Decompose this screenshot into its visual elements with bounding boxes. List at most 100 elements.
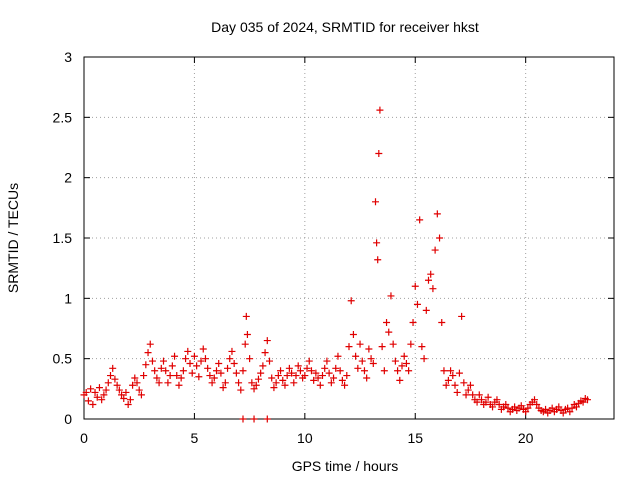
data-point [305,357,313,365]
data-point [235,379,243,387]
data-point [336,367,344,375]
data-point [177,374,185,382]
data-point [104,379,112,387]
data-point [115,386,123,394]
data-point [316,381,324,389]
data-point [427,270,435,278]
data-point [93,393,101,401]
data-point [484,393,492,401]
y-tick-label: 3 [64,49,72,65]
data-point [438,318,446,326]
data-point [142,361,150,369]
data-point [182,355,190,363]
data-point [385,328,393,336]
data-point [175,381,183,389]
data-point [243,331,251,339]
data-point [453,388,461,396]
data-point [440,367,448,375]
data-point [460,379,468,387]
data-point [109,364,117,372]
data-point [140,372,148,380]
data-point [201,355,209,363]
data-point [367,355,375,363]
data-point [422,306,430,314]
data-point [266,357,273,365]
data-point [148,357,156,365]
data-point [358,357,366,365]
data-point [270,384,278,392]
data-point [391,357,399,365]
data-point [568,404,576,412]
y-tick-label: 1 [64,290,72,306]
data-point [281,381,289,389]
data-point [555,403,563,411]
data-point [356,340,364,348]
data-point [237,386,245,394]
data-point [122,388,130,396]
data-point [373,239,381,247]
data-point [579,398,587,406]
data-point [307,367,315,375]
data-point [171,352,179,360]
data-point [190,352,198,360]
data-point [482,398,490,406]
data-point [314,374,322,382]
data-point [246,355,254,363]
data-point [111,375,119,383]
data-point [462,391,470,399]
data-point [248,379,256,387]
data-point [199,345,207,353]
x-tick-label: 20 [518,430,534,446]
y-tick-label: 0 [64,411,72,427]
data-point [504,404,512,412]
data-point [102,386,110,394]
data-point [330,374,338,382]
data-point [383,318,391,326]
y-tick-label: 0.5 [53,351,73,367]
data-point [215,359,223,367]
data-point [242,312,250,320]
data-point [478,396,485,404]
data-point [173,372,181,380]
data-point [226,355,234,363]
x-tick-label: 0 [80,430,88,446]
data-point [429,285,437,293]
data-point [204,364,212,372]
data-point [489,403,497,411]
data-point [188,369,196,377]
data-point [502,401,510,409]
x-axis-label: GPS time / hours [292,458,399,474]
data-point [197,357,205,365]
data-point [584,396,591,404]
x-tick-label: 15 [407,430,423,446]
data-point [416,216,424,224]
data-point [369,359,377,367]
data-point [396,376,404,384]
data-point [294,362,302,370]
data-point [321,364,329,372]
data-point [100,391,108,399]
data-point [228,347,236,355]
data-point [431,246,439,254]
data-point [522,408,530,416]
data-point [327,379,335,387]
data-point [157,364,165,372]
y-axis-label: SRMTID / TECUs [5,183,21,293]
data-point [533,401,541,409]
data-point [206,372,214,380]
data-point [411,282,419,290]
data-point [375,150,383,158]
data-point [208,379,216,387]
data-point [420,355,428,363]
data-point [153,374,161,382]
data-point [389,340,397,348]
data-point [230,359,238,367]
data-point [213,367,220,375]
data-point [303,364,311,372]
data-point [241,340,249,348]
data-point [219,384,227,392]
data-point [495,401,503,409]
data-point [325,369,333,377]
data-point [89,401,97,409]
